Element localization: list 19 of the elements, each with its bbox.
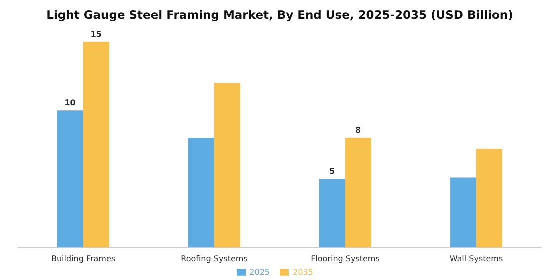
x-tick-label: Flooring Systems	[311, 254, 380, 264]
bar	[83, 42, 110, 248]
chart-title: Light Gauge Steel Framing Market, By End Use, 2025-2035 (USD Billion)	[46, 8, 514, 22]
legend-label: 2025	[250, 268, 270, 277]
x-tick-label: Wall Systems	[450, 254, 504, 264]
x-tick-label: Roofing Systems	[181, 254, 248, 264]
data-label: 5	[330, 167, 336, 176]
data-label: 15	[90, 30, 102, 39]
bar	[476, 148, 502, 248]
x-tick-label: Building Frames	[51, 254, 116, 264]
data-label: 10	[64, 98, 76, 108]
bar	[57, 110, 84, 248]
bar	[319, 179, 346, 248]
bar	[214, 83, 240, 248]
data-label: 8	[356, 126, 362, 135]
bar	[345, 138, 372, 248]
bar	[450, 178, 476, 248]
bar	[188, 138, 214, 248]
legend-label: 2035	[293, 268, 314, 277]
